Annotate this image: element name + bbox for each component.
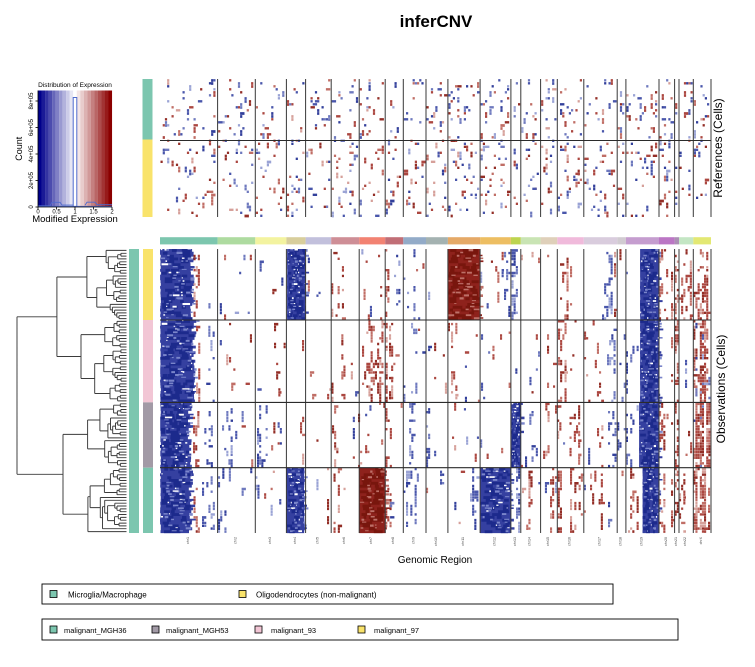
svg-text:chr14: chr14 [528, 537, 532, 546]
svg-text:chr8: chr8 [391, 537, 395, 544]
svg-text:malignant_MGH53: malignant_MGH53 [166, 626, 229, 635]
svg-text:chr3: chr3 [268, 537, 272, 544]
svg-text:Count: Count [14, 136, 24, 161]
svg-text:Genomic Region: Genomic Region [398, 555, 472, 566]
svg-text:chrX: chrX [699, 536, 703, 544]
svg-text:1: 1 [73, 210, 77, 216]
svg-text:chr16: chr16 [568, 537, 572, 546]
svg-text:4e+05: 4e+05 [29, 145, 35, 163]
svg-text:0: 0 [36, 210, 40, 216]
svg-text:chr5: chr5 [315, 537, 319, 544]
svg-text:chr12: chr12 [493, 537, 497, 546]
svg-text:chr15: chr15 [546, 537, 550, 546]
svg-text:8e+05: 8e+05 [29, 92, 35, 110]
svg-text:chr21: chr21 [674, 537, 678, 546]
svg-text:chr22: chr22 [683, 537, 687, 546]
svg-text:chr13: chr13 [513, 537, 517, 546]
svg-text:Modified Expression: Modified Expression [32, 214, 118, 225]
svg-text:chr7: chr7 [369, 537, 373, 544]
svg-text:chr1: chr1 [186, 537, 190, 544]
svg-text:chr18: chr18 [619, 537, 623, 546]
svg-text:1.5: 1.5 [89, 210, 98, 216]
svg-text:Distribution of Expression: Distribution of Expression [38, 82, 112, 89]
svg-text:malignant_97: malignant_97 [374, 626, 419, 635]
svg-text:chr6: chr6 [342, 537, 346, 544]
svg-text:inferCNV: inferCNV [400, 12, 473, 31]
svg-text:chr20: chr20 [664, 537, 668, 546]
svg-text:Oligodendrocytes (non-malignan: Oligodendrocytes (non-malignant) [256, 591, 377, 600]
svg-text:2: 2 [110, 210, 114, 216]
svg-text:chr10: chr10 [434, 537, 438, 546]
svg-text:malignant_93: malignant_93 [271, 626, 316, 635]
svg-text:0: 0 [29, 205, 35, 209]
svg-text:Observations (Cells): Observations (Cells) [714, 335, 728, 444]
svg-text:chr19: chr19 [640, 537, 644, 546]
svg-text:malignant_MGH36: malignant_MGH36 [64, 626, 127, 635]
svg-text:chr4: chr4 [293, 537, 297, 544]
svg-text:chr11: chr11 [461, 537, 465, 546]
svg-text:chr9: chr9 [412, 537, 416, 544]
svg-text:0.5: 0.5 [52, 210, 61, 216]
svg-text:chr17: chr17 [598, 537, 602, 546]
svg-text:6e+05: 6e+05 [29, 118, 35, 136]
svg-text:References (Cells): References (Cells) [711, 98, 725, 197]
svg-text:chr2: chr2 [233, 537, 237, 544]
svg-text:2e+05: 2e+05 [29, 171, 35, 189]
svg-text:Microglia/Macrophage: Microglia/Macrophage [68, 591, 147, 600]
